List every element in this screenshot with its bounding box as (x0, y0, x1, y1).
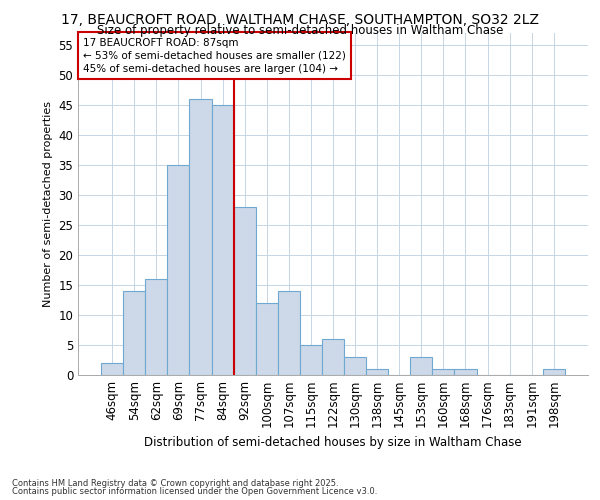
Bar (167, 164, 190, 375)
Bar (543, 369, 565, 375)
Bar (145, 279, 167, 375)
Bar (233, 207, 256, 375)
Bar (123, 291, 145, 375)
Bar (454, 369, 476, 375)
Bar (410, 357, 433, 375)
X-axis label: Distribution of semi-detached houses by size in Waltham Chase: Distribution of semi-detached houses by … (144, 436, 522, 449)
Bar (190, 98, 212, 375)
Text: 17, BEAUCROFT ROAD, WALTHAM CHASE, SOUTHAMPTON, SO32 2LZ: 17, BEAUCROFT ROAD, WALTHAM CHASE, SOUTH… (61, 12, 539, 26)
Bar (101, 363, 123, 375)
Text: Contains public sector information licensed under the Open Government Licence v3: Contains public sector information licen… (12, 487, 377, 496)
Bar (278, 291, 300, 375)
Y-axis label: Number of semi-detached properties: Number of semi-detached properties (43, 101, 53, 306)
Text: 17 BEAUCROFT ROAD: 87sqm
← 53% of semi-detached houses are smaller (122)
45% of : 17 BEAUCROFT ROAD: 87sqm ← 53% of semi-d… (83, 38, 346, 74)
Text: Contains HM Land Registry data © Crown copyright and database right 2025.: Contains HM Land Registry data © Crown c… (12, 478, 338, 488)
Bar (322, 339, 344, 375)
Bar (256, 303, 278, 375)
Bar (212, 104, 233, 375)
Bar (300, 345, 322, 375)
Bar (366, 369, 388, 375)
Text: Size of property relative to semi-detached houses in Waltham Chase: Size of property relative to semi-detach… (97, 24, 503, 37)
Bar (344, 357, 366, 375)
Bar (433, 369, 454, 375)
